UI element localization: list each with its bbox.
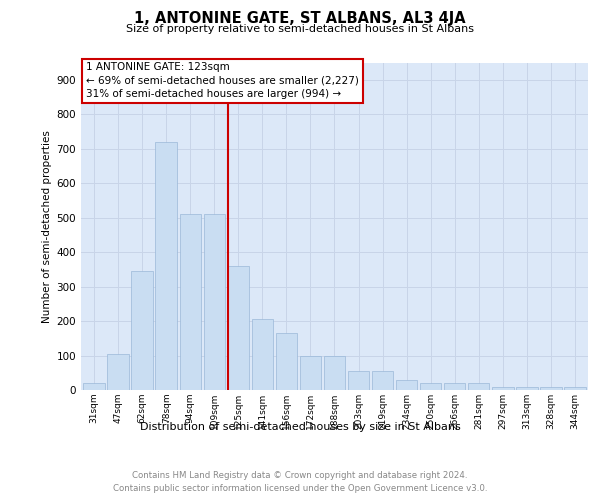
Bar [564,386,586,390]
Bar [396,380,418,390]
Bar [155,142,177,390]
Bar [299,356,321,390]
Bar [179,214,201,390]
Bar [275,333,297,390]
Bar [203,214,225,390]
Text: Contains HM Land Registry data © Crown copyright and database right 2024.: Contains HM Land Registry data © Crown c… [132,471,468,480]
Bar [468,383,490,390]
Bar [251,320,273,390]
Bar [107,354,129,390]
Bar [444,383,466,390]
Text: Distribution of semi-detached houses by size in St Albans: Distribution of semi-detached houses by … [140,422,460,432]
Bar [227,266,249,390]
Bar [420,383,442,390]
Text: 1, ANTONINE GATE, ST ALBANS, AL3 4JA: 1, ANTONINE GATE, ST ALBANS, AL3 4JA [134,11,466,26]
Text: Contains public sector information licensed under the Open Government Licence v3: Contains public sector information licen… [113,484,487,493]
Bar [540,386,562,390]
Bar [372,371,394,390]
Bar [516,386,538,390]
Text: Size of property relative to semi-detached houses in St Albans: Size of property relative to semi-detach… [126,24,474,34]
Bar [131,271,153,390]
Text: 1 ANTONINE GATE: 123sqm
← 69% of semi-detached houses are smaller (2,227)
31% of: 1 ANTONINE GATE: 123sqm ← 69% of semi-de… [86,62,359,99]
Bar [348,371,370,390]
Y-axis label: Number of semi-detached properties: Number of semi-detached properties [43,130,52,322]
Bar [323,356,346,390]
Bar [83,383,105,390]
Bar [492,386,514,390]
